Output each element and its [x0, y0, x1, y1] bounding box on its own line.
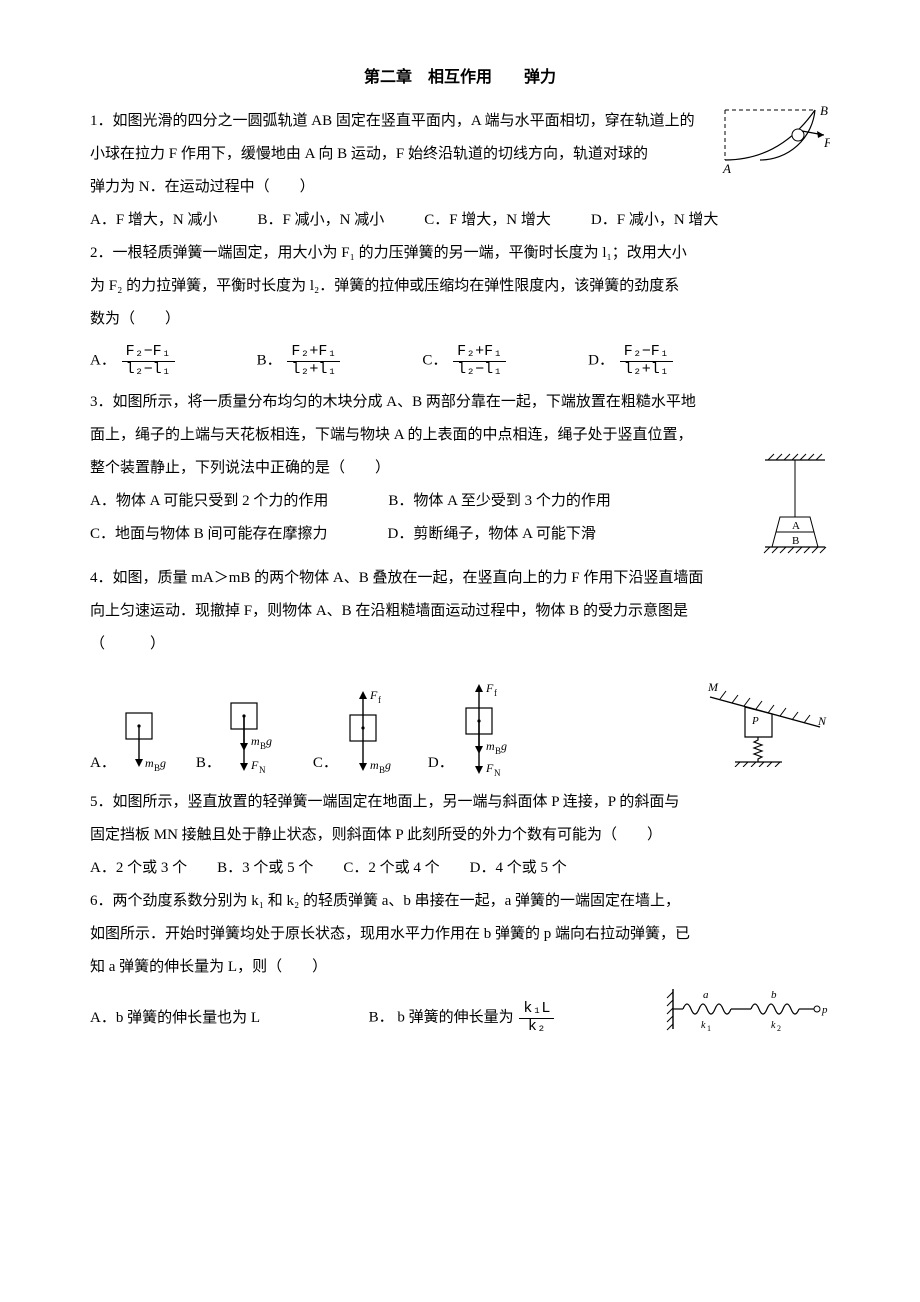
svg-text:M: M: [707, 680, 719, 694]
q4-figure-a: m B g: [118, 705, 178, 780]
q4-stem-line3: （ ）: [90, 628, 830, 661]
q2-option-a: A． F₂−F₁l₂−l₁: [90, 344, 177, 378]
q1-option-a: A．F 增大，N 减小: [90, 204, 218, 237]
svg-text:b: b: [771, 989, 777, 1001]
q1-stem-line3: 弹力为 N．在运动过程中（ ）: [90, 171, 830, 204]
q1-options: A．F 增大，N 减小 B．F 减小，N 减小 C．F 增大，N 增大 D．F …: [90, 204, 830, 237]
q3-stem-line2: 面上，绳子的上端与天花板相连，下端与物块 A 的上表面的中点相连，绳子处于竖直位…: [90, 419, 830, 452]
q2-stem-line1: 2．一根轻质弹簧一端固定，用大小为 F₁ 的力压弹簧的另一端，平衡时长度为 l₁…: [90, 237, 830, 270]
svg-text:k: k: [771, 1020, 776, 1031]
q2-option-c: C． F₂+F₁l₂−l₁: [422, 344, 508, 378]
svg-text:F: F: [369, 688, 378, 702]
question-2: 2．一根轻质弹簧一端固定，用大小为 F₁ 的力压弹簧的另一端，平衡时长度为 l₁…: [90, 237, 830, 378]
q6-options-row: A．b 弹簧的伸长量也为 L B． b 弹簧的伸长量为 k₁Lk₂ a: [90, 984, 830, 1052]
question-3: 3．如图所示，将一质量分布均匀的木块分成 A、B 两部分靠在一起，下端放置在粗糙…: [90, 386, 830, 562]
q3-option-b: B．物体 A 至少受到 3 个力的作用: [388, 485, 611, 518]
svg-text:F: F: [250, 758, 259, 772]
question-5: 5．如图所示，竖直放置的轻弹簧一端固定在地面上，另一端与斜面体 P 连接，P 的…: [90, 786, 830, 885]
q4-option-d: D． Ff mBg FN: [428, 680, 528, 780]
q4-options: A． m B g B． mBg FN: [90, 667, 830, 780]
q1-option-d: D．F 减小，N 增大: [591, 204, 719, 237]
svg-text:g: g: [266, 734, 272, 748]
q1-figure: B F A: [720, 105, 830, 175]
q5-options: A．2 个或 3 个 B．3 个或 5 个 C．2 个或 4 个 D．4 个或 …: [90, 852, 830, 885]
svg-text:P: P: [751, 715, 759, 727]
q6-figure: a b k1 k2 p: [665, 984, 830, 1052]
question-6: 6．两个劲度系数分别为 k₁ 和 k₂ 的轻质弹簧 a、b 串接在一起，a 弹簧…: [90, 885, 830, 1052]
svg-text:2: 2: [777, 1024, 781, 1033]
svg-text:g: g: [160, 756, 166, 770]
svg-text:a: a: [703, 989, 709, 1001]
q1-stem-line1: 1．如图光滑的四分之一圆弧轨道 AB 固定在竖直平面内，A 端与水平面相切，穿在…: [90, 105, 830, 138]
question-4: 4．如图，质量 mA＞mB 的两个物体 A、B 叠放在一起，在竖直向上的力 F …: [90, 562, 830, 780]
q5-figure: M N P: [700, 667, 830, 780]
q2-option-b: B． F₂+F₁l₂+l₁: [257, 344, 343, 378]
q2-stem-line2: 为 F₂ 的力拉弹簧，平衡时长度为 l₂．弹簧的拉伸或压缩均在弹性限度内，该弹簧…: [90, 270, 830, 303]
chapter-title: 第二章 相互作用 弹力: [90, 60, 830, 95]
q3-option-d: D．剪断绳子，物体 A 可能下滑: [388, 518, 596, 551]
q3-option-c: C．地面与物体 B 间可能存在摩擦力: [90, 518, 328, 551]
q5-option-d: D．4 个或 5 个: [470, 852, 567, 885]
svg-text:N: N: [817, 714, 827, 728]
svg-text:N: N: [494, 768, 501, 778]
question-1: B F A 1．如图光滑的四分之一圆弧轨道 AB 固定在竖直平面内，A 端与水平…: [90, 105, 830, 237]
svg-text:g: g: [501, 739, 507, 753]
q5-stem-line2: 固定挡板 MN 接触且处于静止状态，则斜面体 P 此刻所受的外力个数有可能为（ …: [90, 819, 830, 852]
q6-stem-line1: 6．两个劲度系数分别为 k₁ 和 k₂ 的轻质弹簧 a、b 串接在一起，a 弹簧…: [90, 885, 830, 918]
svg-text:N: N: [259, 765, 266, 775]
q3-options-row1: A．物体 A 可能只受到 2 个力的作用 B．物体 A 至少受到 3 个力的作用: [90, 485, 750, 518]
q1-stem-line2: 小球在拉力 F 作用下，缓慢地由 A 向 B 运动，F 始终沿轨道的切线方向，轨…: [90, 138, 830, 171]
q5-stem-line1: 5．如图所示，竖直放置的轻弹簧一端固定在地面上，另一端与斜面体 P 连接，P 的…: [90, 786, 830, 819]
q1-option-b: B．F 减小，N 减小: [258, 204, 385, 237]
q6-stem-line2: 如图所示．开始时弹簧均处于原长状态，现用水平力作用在 b 弹簧的 p 端向右拉动…: [90, 918, 830, 951]
svg-text:A: A: [792, 520, 800, 532]
q6-option-b: B． b 弹簧的伸长量为 k₁Lk₂: [369, 1001, 557, 1035]
svg-text:f: f: [378, 695, 381, 705]
q5-option-b: B．3 个或 5 个: [217, 852, 313, 885]
q4-option-b: B． mBg FN: [196, 695, 295, 780]
svg-text:B: B: [792, 535, 799, 547]
q4-stem-line1: 4．如图，质量 mA＞mB 的两个物体 A、B 叠放在一起，在竖直向上的力 F …: [90, 562, 830, 595]
svg-text:B: B: [820, 105, 828, 118]
svg-text:F: F: [823, 135, 830, 150]
q4-option-a: A． m B g: [90, 705, 178, 780]
svg-text:F: F: [485, 761, 494, 775]
q6-stem-line3: 知 a 弹簧的伸长量为 L，则（ ）: [90, 951, 830, 984]
q5-option-c: C．2 个或 4 个: [343, 852, 439, 885]
q4-stem-line2: 向上匀速运动．现撤掉 F，则物体 A、B 在沿粗糙墙面运动过程中，物体 B 的受…: [90, 595, 830, 628]
q2-option-d: D． F₂−F₁l₂+l₁: [588, 344, 675, 378]
q3-stem-line1: 3．如图所示，将一质量分布均匀的木块分成 A、B 两部分靠在一起，下端放置在粗糙…: [90, 386, 830, 419]
q4-figure-c: Ff mBg: [340, 685, 410, 780]
q3-figure: A B: [760, 452, 830, 562]
svg-text:m: m: [145, 756, 154, 770]
svg-text:g: g: [385, 758, 391, 772]
q4-figure-d: Ff mBg FN: [456, 680, 528, 780]
q3-stem-line3: 整个装置静止，下列说法中正确的是（ ）: [90, 452, 830, 485]
q3-options-row2: C．地面与物体 B 间可能存在摩擦力 D．剪断绳子，物体 A 可能下滑: [90, 518, 750, 551]
q4-option-c: C． Ff mBg: [313, 685, 410, 780]
svg-text:A: A: [722, 161, 731, 175]
q3-option-a: A．物体 A 可能只受到 2 个力的作用: [90, 485, 328, 518]
svg-text:p: p: [821, 1004, 828, 1016]
svg-text:F: F: [485, 681, 494, 695]
q1-option-c: C．F 增大，N 增大: [424, 204, 551, 237]
q4-figure-b: mBg FN: [223, 695, 295, 780]
svg-text:1: 1: [707, 1024, 711, 1033]
q6-option-a: A．b 弹簧的伸长量也为 L: [90, 1002, 260, 1035]
q5-option-a: A．2 个或 3 个: [90, 852, 187, 885]
q2-options: A． F₂−F₁l₂−l₁ B． F₂+F₁l₂+l₁ C． F₂+F₁l₂−l…: [90, 344, 830, 378]
q2-stem-line3: 数为（ ）: [90, 303, 830, 336]
svg-text:m: m: [370, 758, 379, 772]
svg-text:m: m: [486, 739, 495, 753]
svg-text:k: k: [701, 1020, 706, 1031]
svg-text:f: f: [494, 688, 497, 698]
svg-text:m: m: [251, 734, 260, 748]
